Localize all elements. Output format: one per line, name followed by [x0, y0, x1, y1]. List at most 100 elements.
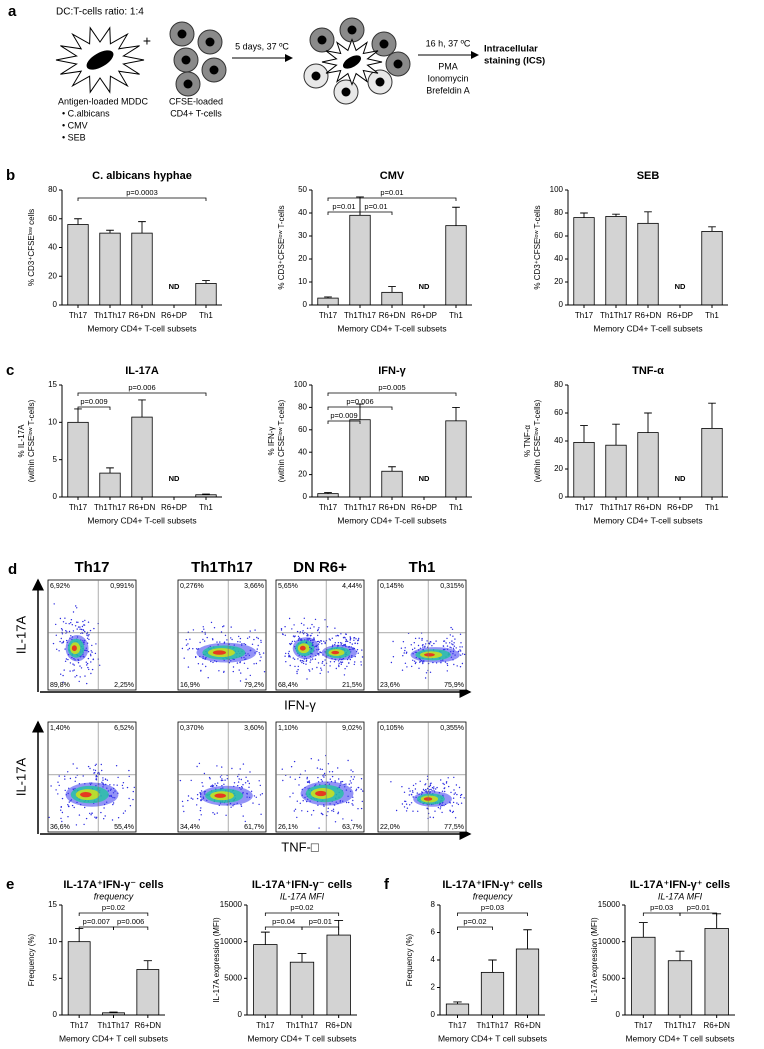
- event-dot: [93, 769, 95, 771]
- event-dot: [94, 764, 97, 767]
- event-dot: [83, 624, 86, 626]
- event-dot: [425, 788, 427, 791]
- dc-nucleus: [86, 50, 114, 70]
- event-dot: [415, 661, 417, 664]
- density: [299, 645, 306, 651]
- event-dot: [453, 645, 456, 647]
- event-dot: [334, 642, 336, 644]
- event-dot: [183, 810, 185, 813]
- text: ND: [675, 474, 686, 483]
- event-dot: [210, 660, 212, 663]
- event-dot: [421, 639, 423, 641]
- event-dot: [67, 658, 69, 661]
- event-dot: [445, 782, 448, 784]
- event-dot: [207, 677, 209, 679]
- event-dot: [291, 628, 293, 630]
- event-dot: [67, 771, 69, 773]
- event-dot: [195, 648, 198, 650]
- event-dot: [203, 628, 205, 630]
- event-dot: [297, 635, 300, 638]
- event-dot: [309, 670, 311, 672]
- event-dot: [202, 626, 204, 628]
- event-dot: [288, 617, 291, 620]
- event-dot: [117, 776, 119, 779]
- text: 1,40%: [50, 725, 70, 732]
- bar: [349, 214, 371, 306]
- text: 5000: [602, 973, 620, 982]
- text: Ionomycin: [427, 73, 468, 83]
- event-dot: [70, 635, 72, 637]
- event-dot: [444, 790, 446, 793]
- event-dot: [312, 809, 315, 812]
- event-dot: [222, 779, 224, 782]
- text: f: [384, 876, 390, 893]
- event-dot: [293, 624, 295, 626]
- text: R6+DN: [379, 311, 406, 320]
- text: 0: [53, 300, 58, 309]
- text: Th1Th17: [600, 503, 633, 512]
- event-dot: [101, 781, 103, 783]
- event-dot: [416, 792, 418, 794]
- event-dot: [93, 772, 95, 774]
- event-dot: [209, 778, 211, 780]
- event-dot: [352, 796, 354, 798]
- event-dot: [390, 781, 392, 783]
- event-dot: [100, 811, 102, 814]
- event-dot: [297, 669, 299, 671]
- event-dot: [431, 790, 433, 792]
- bar: [381, 470, 403, 498]
- bar: [445, 420, 467, 498]
- event-dot: [294, 665, 296, 668]
- event-dot: [232, 670, 234, 673]
- text: 5 days, 37 ºC: [235, 41, 289, 51]
- event-dot: [324, 642, 326, 645]
- text: 60: [298, 425, 307, 434]
- text: % TNF-α: [523, 425, 532, 457]
- flow-plot: [377, 721, 467, 833]
- event-dot: [122, 787, 124, 789]
- event-dot: [57, 781, 59, 783]
- event-dot: [78, 680, 80, 683]
- event-dot: [451, 640, 453, 642]
- event-dot: [59, 640, 61, 643]
- event-dot: [116, 784, 118, 786]
- event-dot: [240, 805, 243, 807]
- text: TNF-□: [281, 839, 319, 854]
- event-dot: [303, 624, 305, 626]
- event-dot: [87, 765, 90, 768]
- event-dot: [302, 633, 305, 635]
- text: Th1Th17: [94, 503, 127, 512]
- event-dot: [446, 664, 449, 667]
- text: Memory CD4+ T cell subsets: [59, 1033, 168, 1043]
- event-dot: [459, 646, 461, 648]
- event-dot: [190, 797, 192, 799]
- event-dot: [129, 805, 132, 807]
- text: Th1: [449, 311, 463, 320]
- event-dot: [66, 631, 68, 633]
- event-dot: [352, 799, 354, 802]
- event-dot: [441, 811, 443, 814]
- significance-bracket: [327, 211, 361, 215]
- text: Memory CD4+ T cell subsets: [438, 1033, 547, 1043]
- event-dot: [102, 777, 104, 779]
- text: b: [6, 167, 15, 184]
- event-dot: [454, 638, 456, 640]
- text: 0,105%: [380, 725, 404, 732]
- bar: [317, 297, 339, 306]
- event-dot: [61, 811, 64, 814]
- event-dot: [406, 666, 408, 668]
- significance-bracket: [457, 926, 493, 930]
- text: 36,6%: [50, 824, 70, 831]
- event-dot: [446, 670, 448, 672]
- event-dot: [69, 662, 72, 664]
- event-dot: [61, 797, 64, 800]
- event-dot: [361, 649, 363, 651]
- event-dot: [52, 642, 55, 645]
- text: % IFN-γ: [267, 427, 276, 456]
- event-dot: [233, 782, 236, 784]
- text: IL-17A⁺IFN-γ⁻ cells: [252, 879, 352, 891]
- event-dot: [324, 659, 326, 661]
- text: • SEB: [62, 132, 86, 142]
- text: R6+DP: [161, 503, 187, 512]
- event-dot: [455, 647, 457, 649]
